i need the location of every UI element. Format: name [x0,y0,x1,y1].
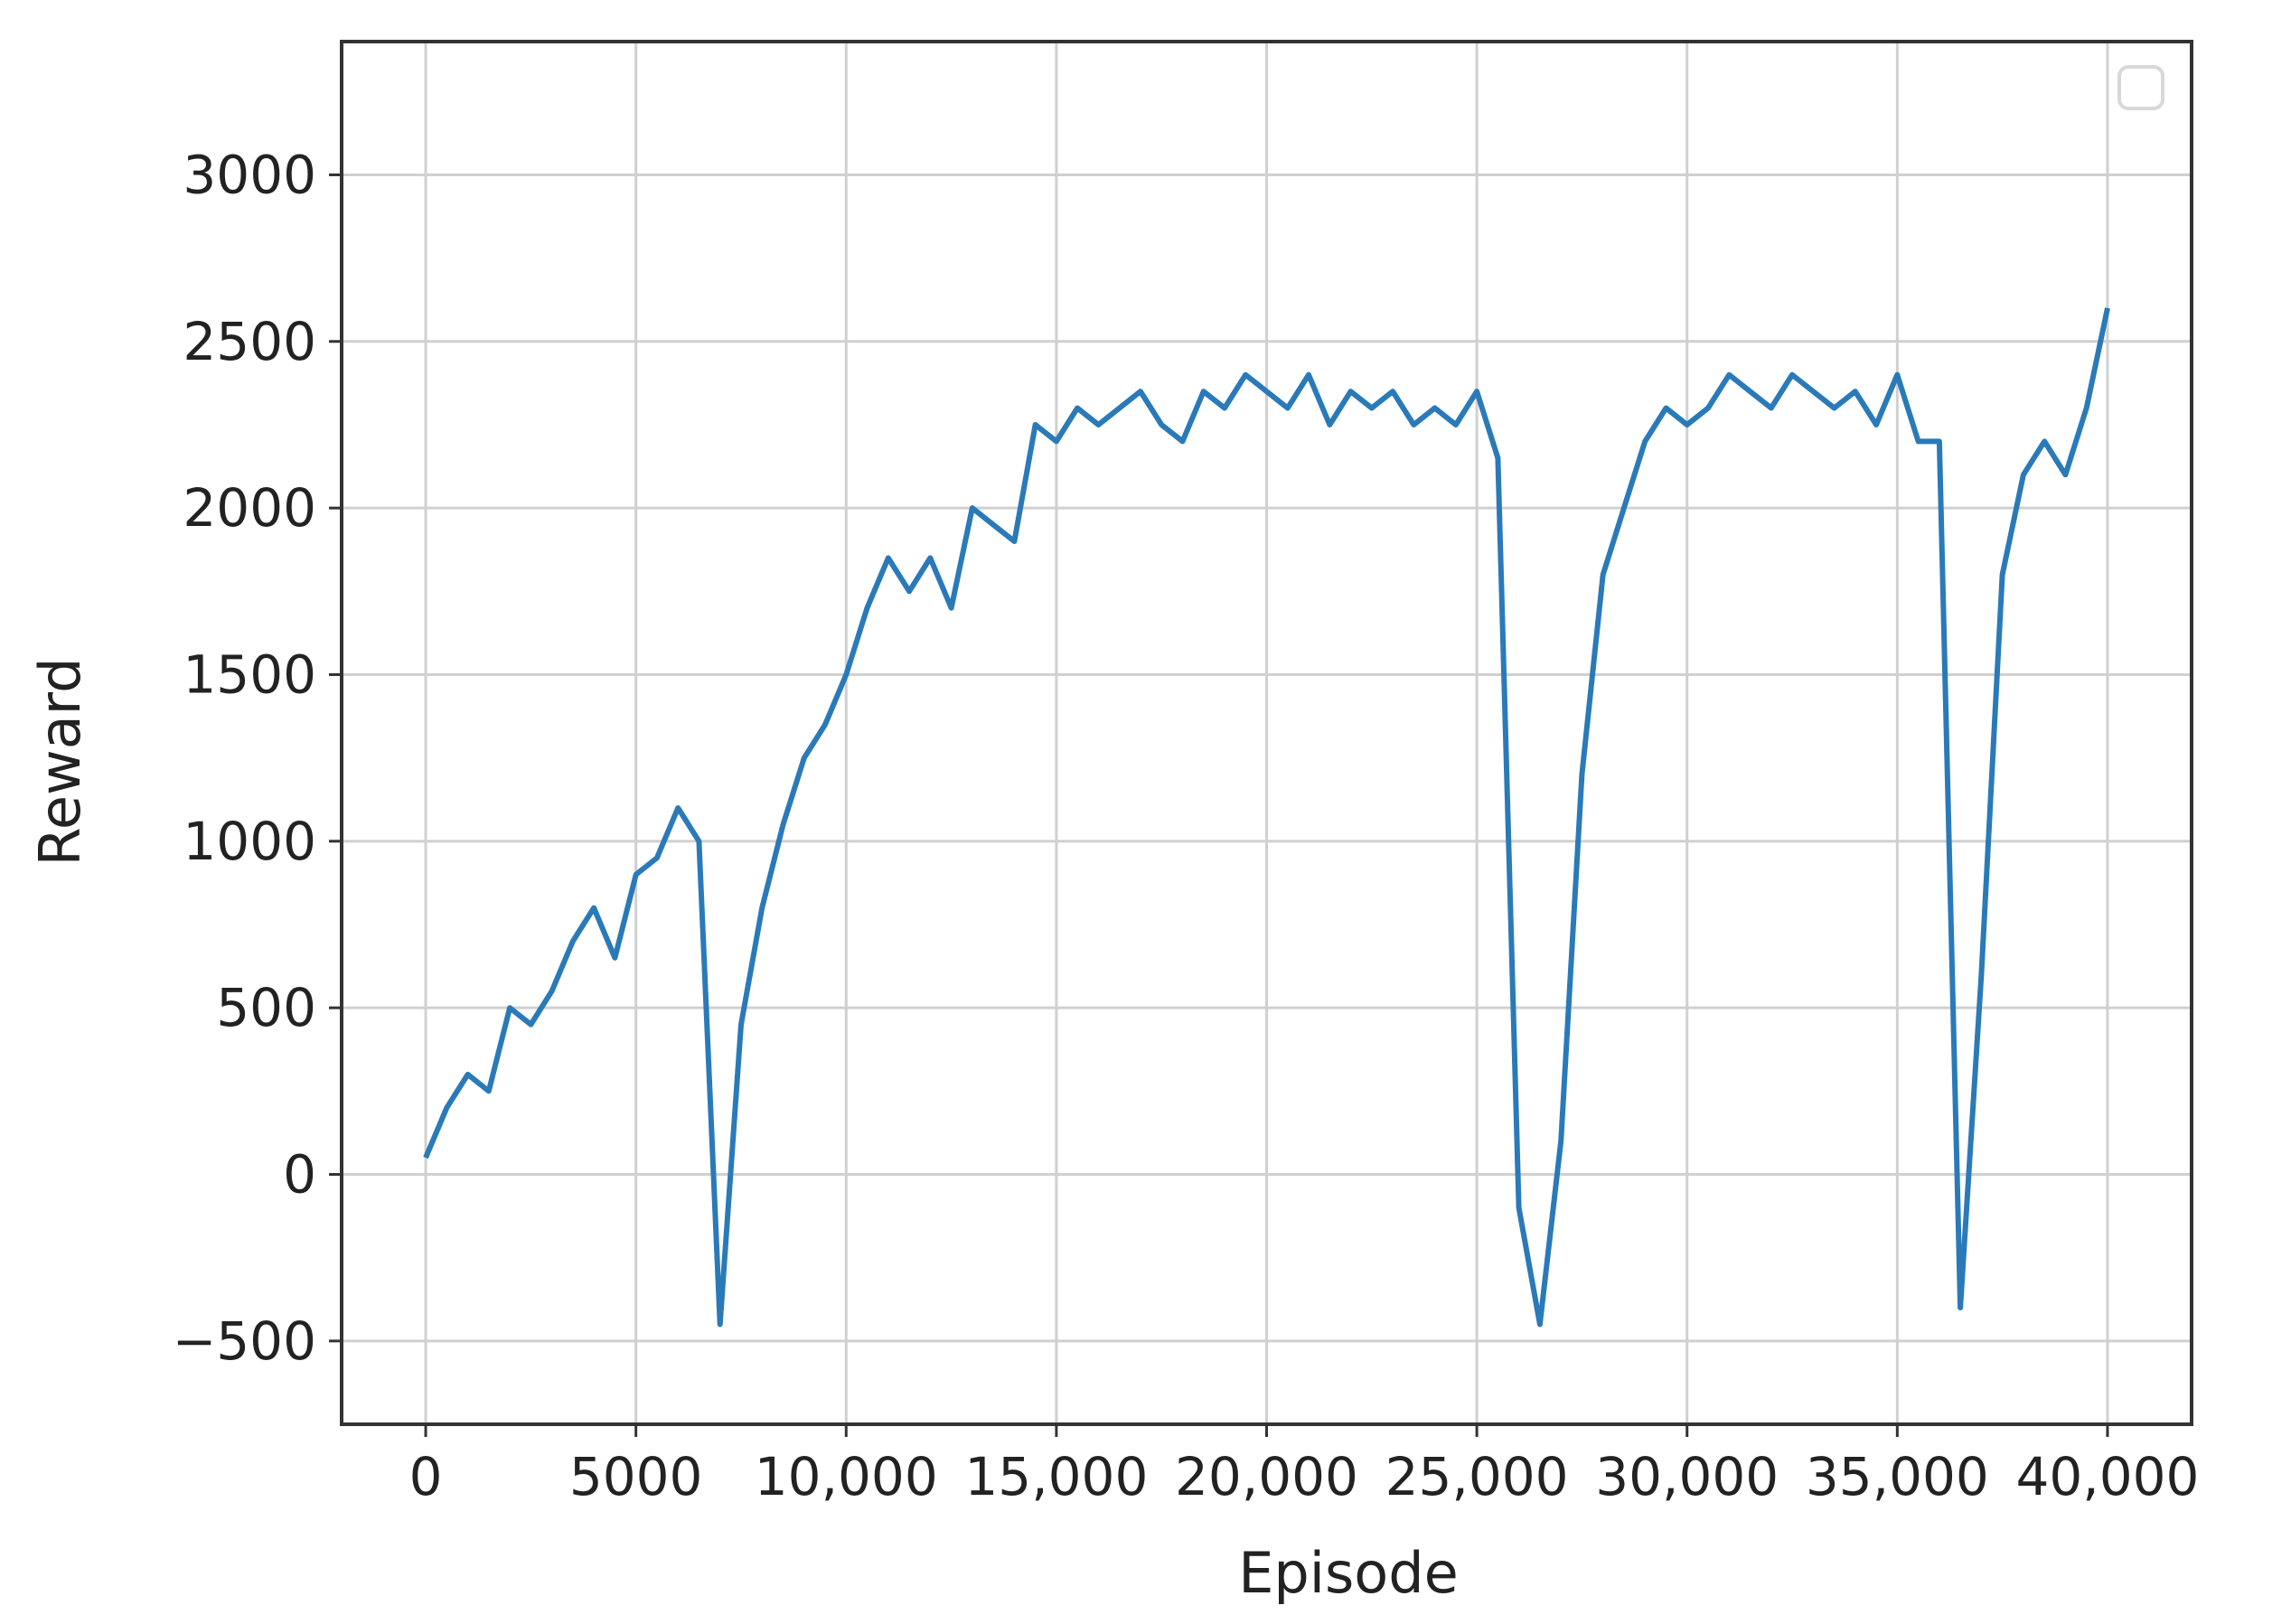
y-axis: −500 0 500 1000 1500 2000 2500 3000 [173,144,342,1372]
y-tick-label: 1000 [183,811,316,872]
y-axis-label: Reward [27,658,93,867]
x-tick-label: 0 [409,1446,443,1507]
y-tick-label: −500 [173,1310,316,1372]
y-tick-label: 0 [283,1143,316,1205]
x-tick-label: 35,000 [1806,1446,1989,1507]
y-tick-label: 2000 [183,477,316,539]
x-axis: 0 5000 10,000 15,000 20,000 25,000 30,000 35,00… [409,1424,2199,1507]
y-tick-label: 2500 [183,311,316,372]
y-tick-label: 3000 [183,144,316,205]
grid [342,42,2192,1424]
x-axis-label: Episode [1238,1540,1459,1606]
x-tick-label: 5000 [569,1446,703,1507]
x-tick-label: 20,000 [1175,1446,1358,1507]
y-tick-label: 500 [216,977,316,1038]
x-tick-label: 15,000 [964,1446,1148,1507]
y-tick-label: 1500 [183,643,316,705]
series-line [423,307,2110,1328]
legend-box [2117,65,2164,110]
x-tick-label: 10,000 [755,1446,938,1507]
x-tick-label: 25,000 [1385,1446,1569,1507]
x-tick-label: 40,000 [2015,1446,2199,1507]
x-tick-label: 30,000 [1595,1446,1779,1507]
